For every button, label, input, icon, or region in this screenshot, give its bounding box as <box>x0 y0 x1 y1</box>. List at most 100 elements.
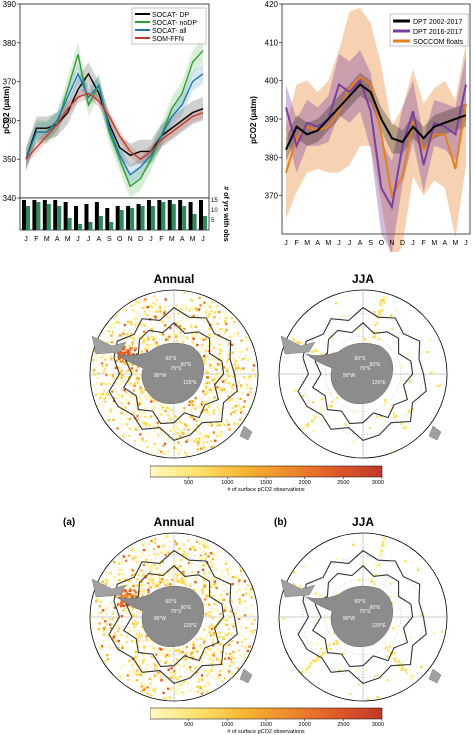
observation-dot <box>153 295 156 298</box>
observation-dot <box>230 374 233 377</box>
observation-dot <box>120 602 123 605</box>
observation-dot <box>411 408 415 411</box>
observation-dot <box>158 578 162 581</box>
observation-dot <box>184 553 187 557</box>
observation-dot <box>222 380 225 383</box>
observation-dot <box>304 670 308 673</box>
x-tick-label: S <box>368 240 373 247</box>
observation-dot <box>137 634 140 637</box>
x-tick-label: J <box>76 236 80 243</box>
observation-dot <box>119 367 122 371</box>
observation-dot <box>216 421 219 425</box>
map-title: Annual <box>153 272 195 286</box>
bar-dp <box>105 208 110 230</box>
observation-dot <box>232 661 236 665</box>
observation-dot <box>233 614 237 618</box>
observation-dot <box>123 351 127 355</box>
colorbar: 500 1000 1500 2000 2500 3000# of surface pCO2… <box>150 465 384 493</box>
observation-dot <box>198 406 202 409</box>
observation-dot <box>103 411 107 415</box>
observation-dot <box>212 553 215 556</box>
observation-dot <box>123 389 126 392</box>
observation-dot <box>157 545 160 548</box>
observation-dot <box>153 564 156 567</box>
observation-dot <box>237 617 241 620</box>
observation-dot <box>234 360 237 363</box>
observation-dot <box>222 606 225 610</box>
observation-dot <box>194 666 197 670</box>
colorbar-tick-label: 1000 <box>221 722 233 728</box>
legend-label: SOCAT- noDP <box>152 20 197 27</box>
x-tick-label: M <box>452 240 458 247</box>
observation-dot <box>134 651 137 654</box>
observation-dot <box>140 341 144 345</box>
observation-dot <box>153 342 156 346</box>
observation-dot <box>405 672 409 675</box>
observation-dot <box>140 351 143 354</box>
observation-dot <box>210 653 214 657</box>
observation-dot <box>121 360 125 363</box>
observation-dot <box>236 422 239 426</box>
observation-dot <box>193 440 196 443</box>
observation-dot <box>140 387 144 391</box>
observation-dot <box>236 667 239 670</box>
observation-dot <box>100 355 103 359</box>
observation-dot <box>388 595 391 599</box>
observation-dot <box>401 666 405 670</box>
observation-dot <box>148 580 152 584</box>
longitude-label: 90°E <box>181 362 193 368</box>
observation-dot <box>129 348 132 351</box>
observation-dot <box>160 653 163 657</box>
observation-dot <box>292 583 296 586</box>
x-tick-label: J <box>348 240 352 247</box>
observation-dot <box>138 672 141 676</box>
observation-dot <box>140 569 143 572</box>
observation-dot <box>373 310 376 314</box>
observation-dot <box>177 580 180 583</box>
observation-dot <box>134 372 137 376</box>
observation-dot <box>192 314 195 318</box>
observation-dot <box>201 587 205 590</box>
observation-dot <box>232 375 236 379</box>
observation-dot <box>222 366 226 369</box>
observation-dot <box>93 354 97 357</box>
observation-dot <box>177 648 181 652</box>
observation-dot <box>381 542 384 546</box>
observation-dot <box>174 425 177 428</box>
observation-dot <box>394 659 397 663</box>
observation-dot <box>223 677 227 680</box>
observation-dot <box>185 440 188 443</box>
observation-dot <box>218 386 221 389</box>
observation-dot <box>183 291 187 294</box>
observation-dot <box>282 617 285 621</box>
observation-dot <box>194 648 197 651</box>
observation-dot <box>144 394 147 397</box>
observation-dot <box>137 573 140 577</box>
observation-dot <box>118 321 121 324</box>
observation-dot <box>126 594 129 597</box>
observation-dot <box>141 659 144 662</box>
observation-dot <box>248 404 251 408</box>
observation-dot <box>219 408 222 412</box>
observation-dot <box>120 411 123 415</box>
observation-dot <box>409 678 412 681</box>
observation-dot <box>146 344 150 348</box>
map-title: JJA <box>351 515 374 529</box>
observation-dot <box>183 647 186 651</box>
observation-dot <box>171 332 174 335</box>
observation-dot <box>126 674 129 677</box>
observation-dot <box>134 595 138 598</box>
observation-dot <box>137 418 140 422</box>
observation-dot <box>212 651 215 655</box>
observation-dot <box>218 659 221 662</box>
observation-dot <box>351 543 355 547</box>
observation-dot <box>183 410 187 413</box>
observation-dot <box>112 635 115 639</box>
observation-dot <box>212 346 215 349</box>
observation-dot <box>100 362 104 365</box>
observation-dot <box>160 679 163 682</box>
observation-dot <box>206 320 209 324</box>
observation-dot <box>155 664 158 668</box>
observation-dot <box>107 635 110 638</box>
observation-dot <box>115 389 118 392</box>
